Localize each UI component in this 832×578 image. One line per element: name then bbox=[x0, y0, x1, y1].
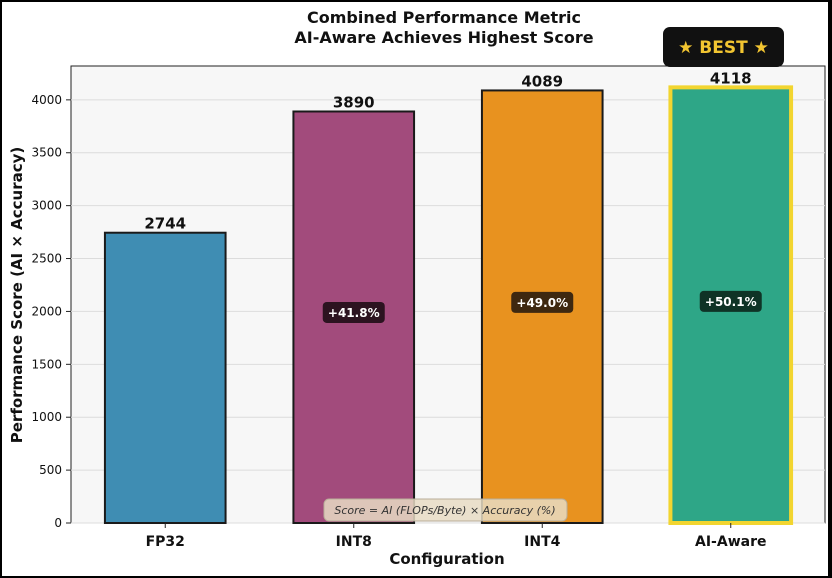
improvement-label: +50.1% bbox=[705, 295, 757, 309]
bar-fp32 bbox=[103, 231, 227, 524]
y-tick-label: 3000 bbox=[31, 199, 62, 213]
improvement-badge bbox=[699, 290, 762, 312]
formula-note-background bbox=[323, 498, 568, 522]
bars bbox=[103, 85, 794, 525]
x-tick-label: AI-Aware bbox=[695, 534, 766, 550]
x-axis-ticks: FP32 INT8 INT4 AI-Aware bbox=[146, 523, 766, 550]
y-tick-label: 4000 bbox=[31, 93, 62, 107]
bar-value-labels: 2744 3890 +41.8% 4089 +49.0% 4118 +50.1% bbox=[144, 69, 762, 323]
y-tick-label: 2000 bbox=[31, 304, 62, 318]
x-tick-label: INT8 bbox=[336, 534, 372, 550]
best-badge-label: ★ BEST ★ bbox=[678, 38, 769, 58]
best-badge: ★ BEST ★ bbox=[663, 27, 784, 67]
bar-value-label: 4118 bbox=[710, 69, 752, 87]
formula-note: Score = AI (FLOPs/Byte) × Accuracy (%) bbox=[334, 504, 555, 517]
improvement-badge bbox=[322, 301, 385, 323]
chart-title-line-2: AI-Aware Achieves Highest Score bbox=[294, 28, 593, 47]
y-tick-label: 1000 bbox=[31, 410, 62, 424]
x-axis-label: Configuration bbox=[389, 550, 504, 568]
improvement-badge bbox=[511, 291, 574, 313]
x-tick-label: FP32 bbox=[146, 534, 185, 550]
bar-value-label: 4089 bbox=[521, 72, 563, 90]
y-tick-label: 1500 bbox=[31, 357, 62, 371]
improvement-label: +49.0% bbox=[516, 296, 568, 310]
y-tick-label: 2500 bbox=[31, 252, 62, 266]
x-tick-label: INT4 bbox=[524, 534, 560, 550]
y-axis-label: Performance Score (AI × Accuracy) bbox=[8, 147, 26, 443]
bar-value-label: 3890 bbox=[333, 93, 375, 111]
chart-title-line-1: Combined Performance Metric bbox=[307, 8, 581, 27]
best-badge-background bbox=[663, 27, 784, 67]
formula-note-box: Score = AI (FLOPs/Byte) × Accuracy (%) bbox=[323, 498, 568, 522]
y-axis-ticks: 0 500 1000 1500 2000 2500 3000 3500 4000 bbox=[31, 93, 71, 530]
y-tick-label: 500 bbox=[39, 463, 62, 477]
improvement-label: +41.8% bbox=[328, 306, 380, 320]
y-tick-label: 3500 bbox=[31, 146, 62, 160]
y-tick-label: 0 bbox=[54, 516, 62, 530]
bar-value-label: 2744 bbox=[144, 215, 186, 233]
